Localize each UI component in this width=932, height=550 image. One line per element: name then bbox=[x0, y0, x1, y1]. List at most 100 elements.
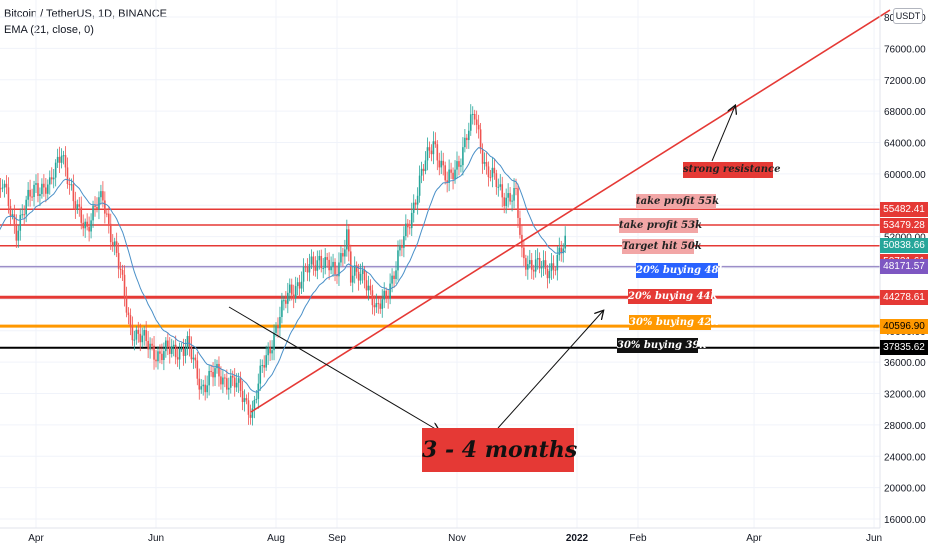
candle-body bbox=[471, 113, 474, 115]
candle-body bbox=[50, 177, 53, 180]
candle-body bbox=[381, 299, 384, 309]
candle-body bbox=[554, 269, 557, 271]
candle-body bbox=[84, 221, 86, 229]
candle-body bbox=[324, 257, 326, 268]
candle-body bbox=[515, 188, 517, 190]
candle-body bbox=[115, 241, 118, 253]
candle-body bbox=[127, 312, 130, 316]
candle-body bbox=[165, 340, 167, 352]
candle-body bbox=[511, 200, 513, 202]
candle-body bbox=[560, 247, 563, 254]
candle-body bbox=[249, 414, 252, 418]
y-tick-label: 60000.00 bbox=[884, 170, 926, 181]
candle-body bbox=[104, 200, 106, 214]
candle-body bbox=[168, 347, 171, 354]
resistance-arrow bbox=[711, 106, 735, 162]
price-label: 48171.57 bbox=[880, 259, 928, 275]
price-label: 40596.90 bbox=[880, 318, 928, 334]
candle-body bbox=[82, 222, 85, 229]
candle-body bbox=[546, 269, 549, 279]
candle-body bbox=[371, 290, 374, 306]
candle-body bbox=[320, 255, 323, 269]
candle-body bbox=[253, 399, 256, 409]
candle-body bbox=[131, 326, 134, 341]
candle-body bbox=[359, 273, 362, 281]
candle-body bbox=[395, 270, 397, 279]
candle-body bbox=[41, 183, 43, 195]
candle-body bbox=[27, 189, 29, 200]
candle-body bbox=[277, 325, 279, 329]
candle-body bbox=[60, 155, 63, 163]
candle-body bbox=[33, 184, 35, 197]
candle-body bbox=[525, 258, 527, 270]
candle-body bbox=[283, 300, 285, 302]
candle-body bbox=[62, 155, 65, 157]
candle-body bbox=[300, 281, 303, 289]
candle-body bbox=[80, 206, 83, 223]
candle-body bbox=[296, 282, 299, 287]
candle-body bbox=[294, 286, 297, 298]
candle-body bbox=[389, 283, 391, 299]
candle-body bbox=[483, 162, 486, 164]
y-tick-label: 68000.00 bbox=[884, 107, 926, 118]
candle-body bbox=[88, 226, 90, 232]
candle-body bbox=[464, 137, 466, 148]
candle-body bbox=[379, 303, 382, 309]
candle-body bbox=[456, 161, 458, 170]
candle-body bbox=[135, 329, 138, 340]
candle-body bbox=[172, 344, 175, 347]
candle-body bbox=[287, 292, 289, 304]
candle-body bbox=[405, 223, 407, 237]
candle-body bbox=[454, 169, 456, 180]
candle-body bbox=[107, 213, 110, 224]
candle-body bbox=[342, 253, 344, 257]
candle-body bbox=[245, 398, 248, 401]
candle-body bbox=[540, 267, 543, 269]
price-label: 53479.28 bbox=[880, 217, 928, 233]
candle-body bbox=[538, 258, 541, 269]
candle-body bbox=[501, 184, 504, 198]
candle-body bbox=[224, 377, 226, 379]
candle-body bbox=[310, 256, 313, 265]
candle-body bbox=[548, 271, 551, 279]
candle-body bbox=[98, 197, 100, 210]
candle-body bbox=[11, 214, 14, 217]
candle-body bbox=[192, 357, 195, 360]
take-profit-53k-label: take profit 53k bbox=[619, 218, 703, 233]
candle-body bbox=[318, 255, 321, 261]
x-tick-label: Jun bbox=[148, 533, 164, 544]
candle-body bbox=[365, 280, 368, 291]
candle-body bbox=[121, 269, 124, 275]
candle-body bbox=[133, 339, 136, 341]
candle-body bbox=[530, 260, 533, 270]
candle-body bbox=[351, 275, 354, 283]
candle-body bbox=[440, 160, 443, 168]
candle-body bbox=[259, 365, 262, 384]
buy-44k-label: 20% buying 44k bbox=[628, 289, 718, 304]
currency-badge[interactable]: USDT bbox=[893, 8, 923, 24]
candle-body bbox=[493, 167, 496, 174]
candle-body bbox=[562, 248, 565, 254]
candle-body bbox=[194, 357, 197, 361]
candle-body bbox=[180, 348, 183, 350]
candle-body bbox=[86, 221, 88, 227]
y-tick-label: 76000.00 bbox=[884, 44, 926, 55]
candle-body bbox=[438, 160, 441, 168]
candle-body bbox=[255, 398, 258, 400]
candle-body bbox=[489, 177, 492, 179]
candle-body bbox=[7, 187, 10, 207]
candle-body bbox=[186, 335, 189, 349]
candle-body bbox=[495, 173, 498, 187]
candle-body bbox=[344, 249, 346, 257]
candle-body bbox=[424, 160, 427, 172]
candle-body bbox=[113, 241, 116, 246]
candle-body bbox=[357, 271, 360, 281]
candle-body bbox=[473, 113, 476, 120]
candle-body bbox=[231, 375, 234, 378]
candle-body bbox=[31, 196, 33, 198]
candle-body bbox=[123, 274, 126, 297]
x-tick-label: Jun bbox=[866, 533, 882, 544]
candle-body bbox=[37, 183, 39, 196]
candle-body bbox=[247, 400, 250, 415]
candle-body bbox=[251, 408, 254, 418]
